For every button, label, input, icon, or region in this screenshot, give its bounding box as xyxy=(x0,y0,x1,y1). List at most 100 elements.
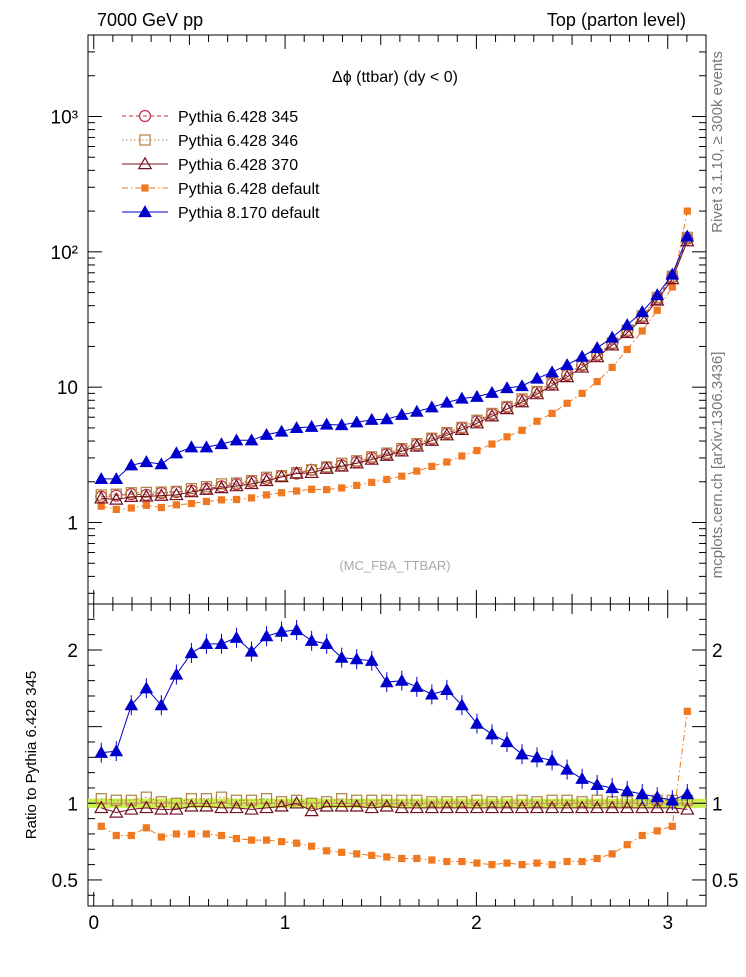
data-point xyxy=(366,451,378,463)
ratio-point xyxy=(259,629,274,642)
legend-item: Pythia 8.170 default xyxy=(122,205,320,222)
ratio-point xyxy=(95,793,107,805)
ratio-point xyxy=(499,800,515,814)
ratio-point xyxy=(277,838,286,846)
ratio-point xyxy=(334,798,349,812)
data-point xyxy=(139,455,154,468)
ratio-point xyxy=(94,800,109,814)
data-point xyxy=(262,491,271,499)
ratio-point xyxy=(124,698,139,711)
ratio-point xyxy=(304,633,319,646)
ratio-point xyxy=(530,750,544,763)
legend-marker xyxy=(137,156,153,170)
rivet-label: Rivet 3.1.10, ≥ 300k events xyxy=(709,51,726,233)
ratio-point xyxy=(409,800,425,814)
data-point xyxy=(653,306,661,314)
ratio-line xyxy=(101,629,688,801)
ratio-point xyxy=(306,797,318,809)
ratio-point xyxy=(109,744,124,757)
data-point xyxy=(441,426,453,439)
ratio-point xyxy=(381,794,393,806)
ratio-point xyxy=(244,802,259,815)
ratio-point xyxy=(232,834,241,843)
legend: Pythia 6.428 345 Pythia 6.428 346 Pythia 6… xyxy=(122,109,320,222)
x-tick-label: 2 xyxy=(471,913,482,934)
data-point xyxy=(503,433,511,441)
ratio-point xyxy=(668,822,676,830)
data-point xyxy=(383,475,391,484)
ratio-point xyxy=(229,630,244,643)
y-tick-label-right: 0.5 xyxy=(712,871,738,892)
data-point xyxy=(515,379,529,392)
data-point xyxy=(545,365,559,378)
ratio-point xyxy=(486,796,498,808)
data-point xyxy=(229,433,244,446)
ratio-point xyxy=(351,794,363,806)
data-point xyxy=(518,426,526,434)
data-point xyxy=(334,458,349,472)
ratio-frame xyxy=(87,603,707,907)
data-point xyxy=(306,464,318,476)
ratio-point xyxy=(456,796,468,808)
ratio-point xyxy=(455,698,469,711)
data-point xyxy=(260,471,273,483)
data-point xyxy=(593,377,601,386)
ratio-point xyxy=(484,800,500,814)
main-panel: 1 10 10² 10³ Δϕ (ttbar) (dy < 0) (MC_FBA_TT… xyxy=(51,34,707,605)
ratio-point xyxy=(546,794,558,806)
ratio-point xyxy=(353,850,361,858)
data-point xyxy=(500,381,514,394)
data-point xyxy=(244,476,259,490)
ratio-point xyxy=(545,753,559,766)
data-point xyxy=(214,480,229,494)
ratio-point xyxy=(458,857,466,866)
y-tick-label: 1 xyxy=(67,514,78,535)
data-point xyxy=(112,505,120,513)
ratio-point xyxy=(291,794,303,806)
ratio-point xyxy=(471,794,483,806)
ratio-point xyxy=(396,794,408,806)
ratio-point xyxy=(591,794,603,806)
ratio-point xyxy=(428,856,436,864)
data-point xyxy=(665,267,680,280)
data-point xyxy=(109,492,124,505)
data-point xyxy=(170,485,182,497)
ratio-point xyxy=(425,687,439,700)
series-line xyxy=(101,236,688,480)
data-point xyxy=(575,349,589,362)
ratio-point xyxy=(398,854,406,863)
y-tick-label: 2 xyxy=(67,641,78,662)
data-point xyxy=(396,442,408,455)
legend-item: Pythia 6.428 default xyxy=(122,181,320,198)
ratio-point xyxy=(383,853,391,861)
ratio-point xyxy=(514,800,530,814)
data-point xyxy=(157,503,165,512)
y-tick-label-right: 1 xyxy=(712,794,723,815)
ratio-point xyxy=(441,796,453,808)
data-point xyxy=(185,483,198,495)
ratio-point xyxy=(304,803,319,817)
watermark: (MC_FBA_TTBAR) xyxy=(339,558,450,573)
ratio-point xyxy=(593,854,601,863)
data-point xyxy=(155,486,167,498)
ratio-axes: 0.5 0.5 1 1 2 2 0 1 2 3 xyxy=(52,604,738,934)
series-pythia-6-428-370 xyxy=(94,233,695,505)
header-right: Top (parton level) xyxy=(547,10,686,30)
ratio-point xyxy=(470,716,484,729)
ratio-point xyxy=(214,800,229,814)
ratio-point xyxy=(187,830,196,838)
ratio-point xyxy=(413,854,421,863)
ratio-panel: 0.5 0.5 1 1 2 2 0 1 2 3 Ratio to Pythia 6.428 345 xyxy=(23,603,738,934)
data-point xyxy=(202,497,211,506)
ratio-point xyxy=(229,800,244,814)
series-pythia-8-170-default xyxy=(94,229,695,485)
header-left: 7000 GeV pp xyxy=(97,10,203,30)
data-point xyxy=(169,446,184,459)
data-point xyxy=(140,486,152,498)
data-point xyxy=(351,455,363,467)
ratio-point xyxy=(319,637,334,649)
ratio-point xyxy=(124,802,139,815)
data-point xyxy=(293,487,301,495)
